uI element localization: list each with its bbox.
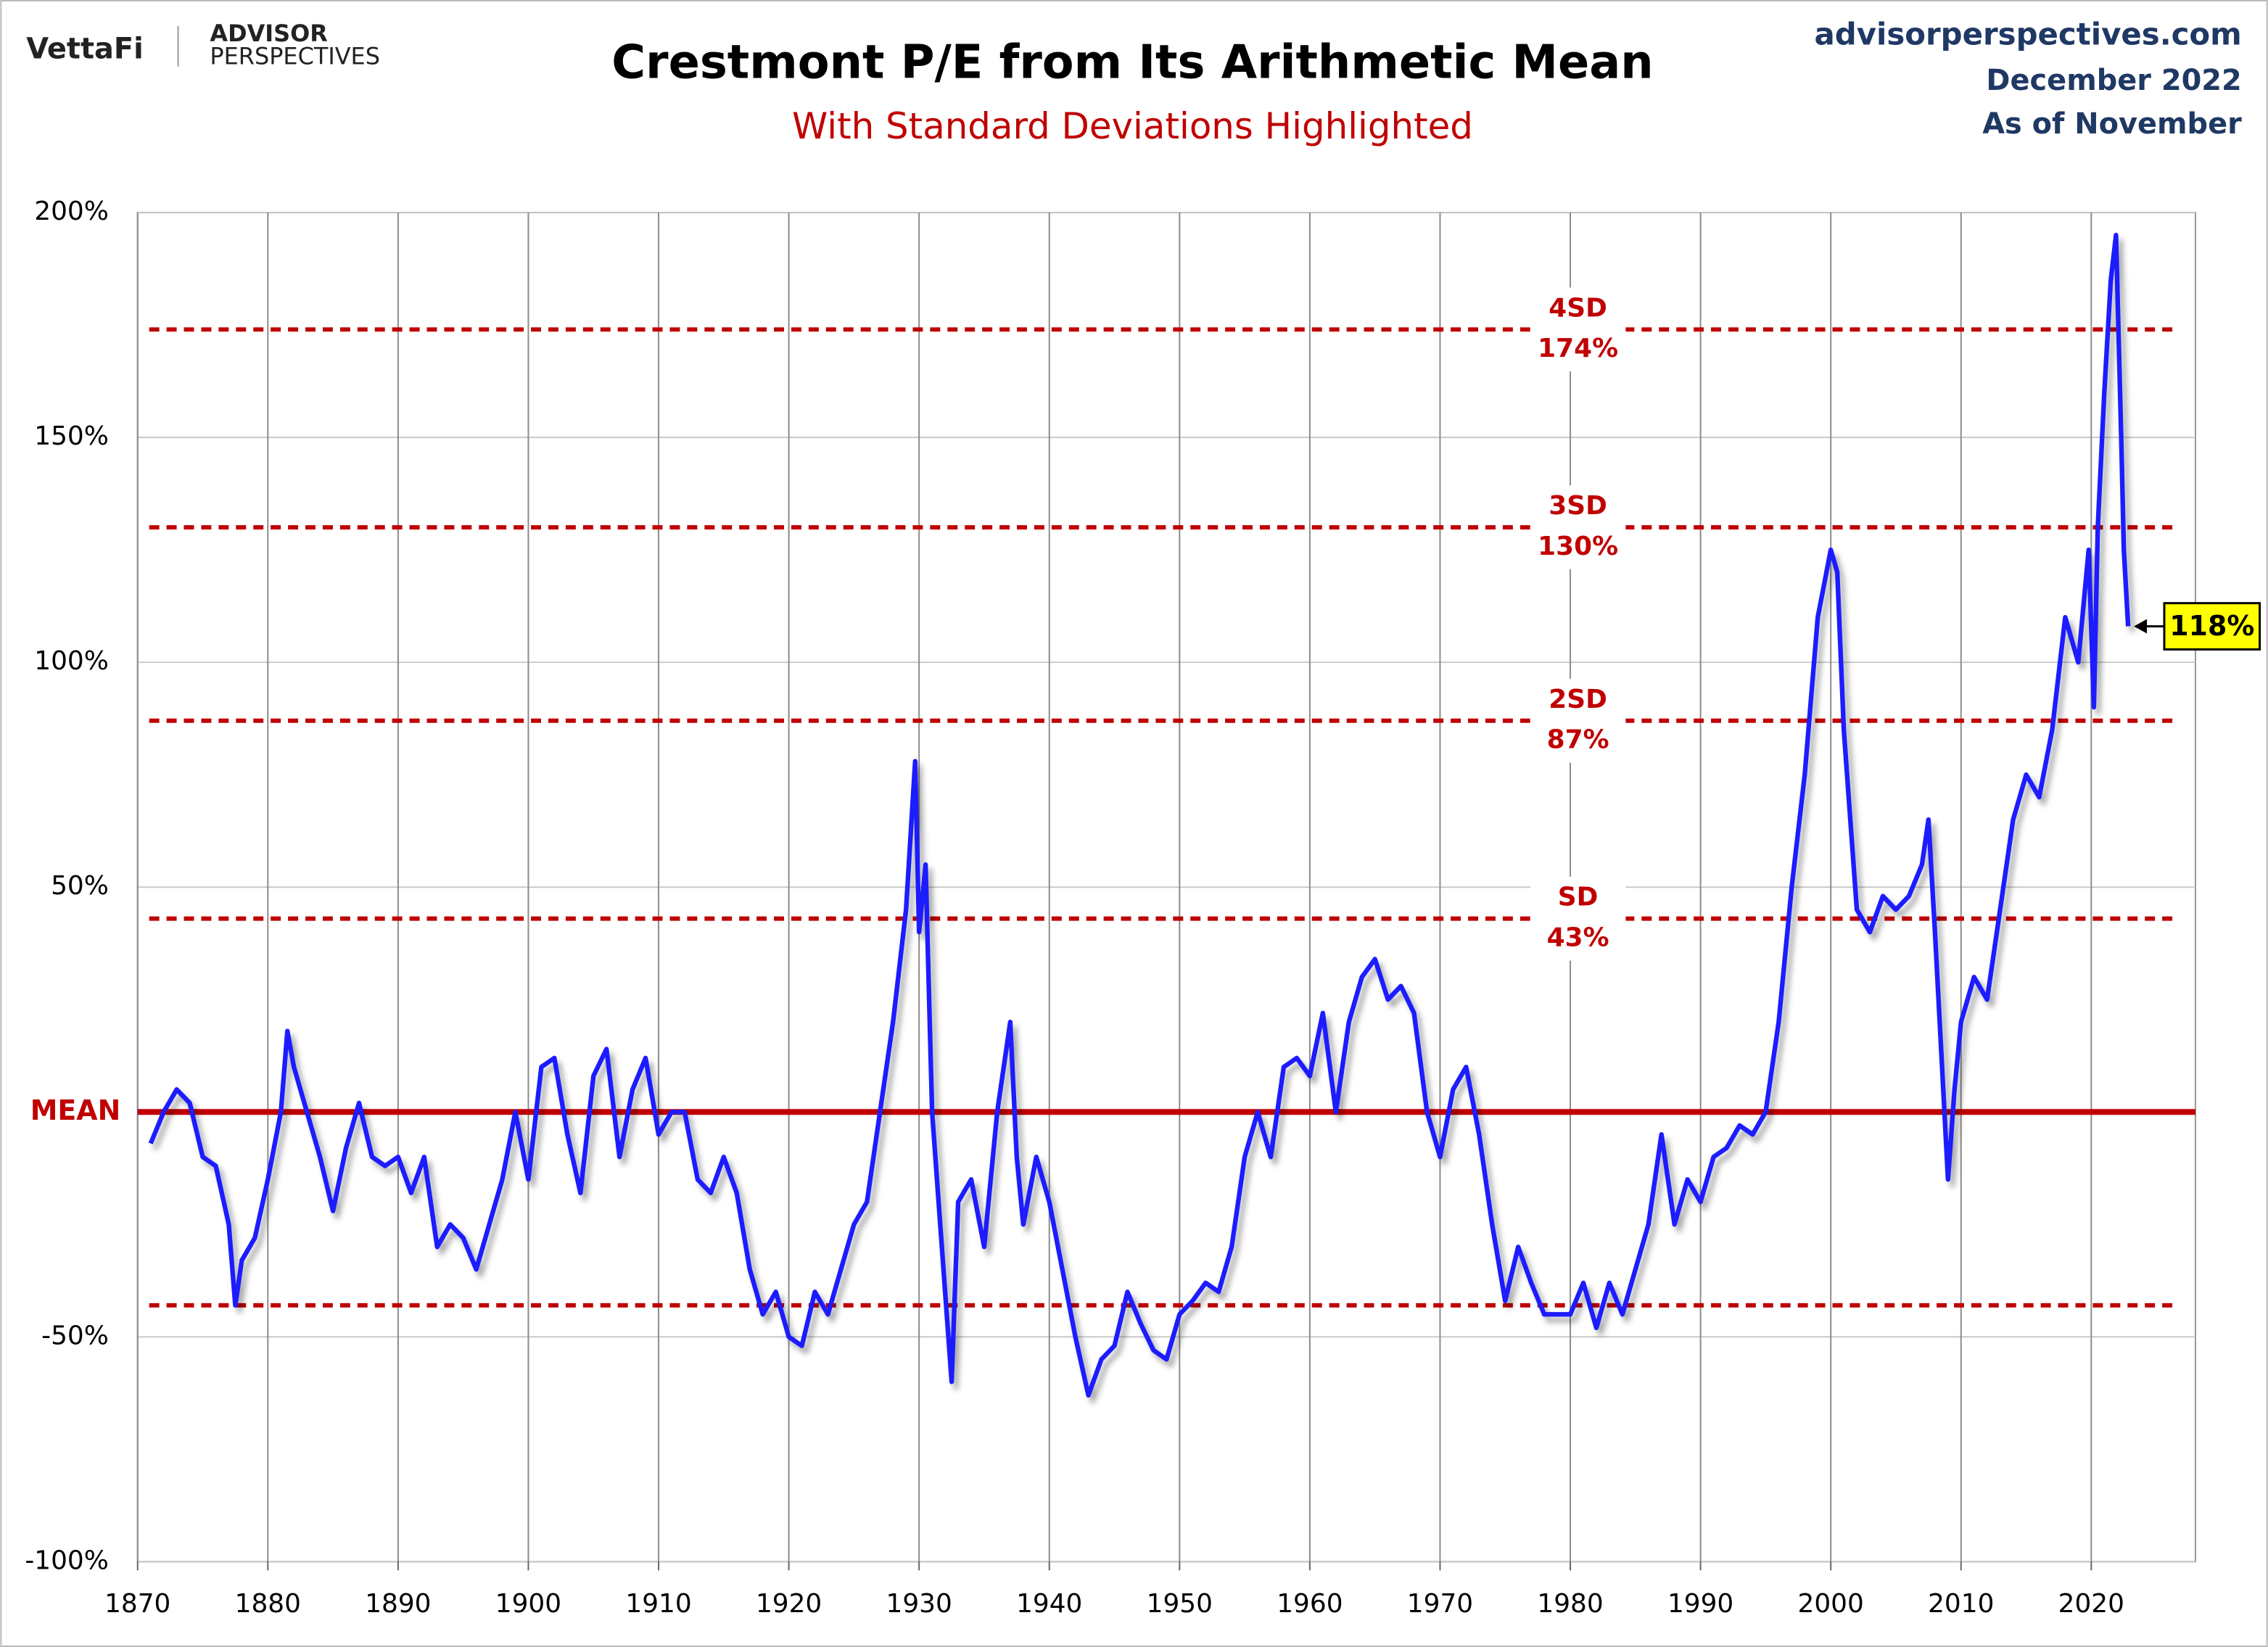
reference-label: 4SD — [1549, 293, 1607, 323]
reference-label: 3SD — [1549, 491, 1607, 521]
reference-label-background — [1530, 876, 1626, 961]
mean-label: MEAN — [30, 1094, 121, 1126]
reference-value-label: 174% — [1538, 334, 1618, 363]
x-tick-label: 1960 — [1277, 1589, 1343, 1619]
y-tick-label: 50% — [51, 871, 109, 901]
reference-label-background — [1530, 287, 1626, 372]
y-tick-label: 200% — [34, 197, 109, 226]
x-tick-label: 1880 — [235, 1589, 301, 1619]
reference-value-label: 87% — [1547, 725, 1609, 755]
x-tick-label: 2000 — [1798, 1589, 1864, 1619]
callout-label: 118% — [2169, 610, 2254, 642]
source-date: December 2022 — [1986, 64, 2241, 97]
callout-arrowhead — [2134, 619, 2148, 634]
x-tick-label: 1940 — [1016, 1589, 1082, 1619]
callout-box — [2163, 602, 2261, 651]
y-tick-label: -50% — [41, 1321, 109, 1350]
x-tick-label: 1920 — [756, 1589, 822, 1619]
x-tick-label: 1990 — [1667, 1589, 1733, 1619]
reference-label-background — [1530, 678, 1626, 763]
data-line — [148, 232, 2131, 1398]
logo-name-bottom: PERSPECTIVES — [210, 43, 380, 70]
reference-label-background — [1530, 485, 1626, 569]
y-tick-label: -100% — [25, 1545, 109, 1575]
plot-area: -100% -50% 50% 100% 150% 200% 1870 1880 1890 1900… — [25, 197, 2261, 1619]
x-tick-label: 1980 — [1537, 1589, 1603, 1619]
y-tick-label: 100% — [34, 646, 109, 676]
source-site: advisorperspectives.com — [1815, 16, 2242, 51]
x-tick-label: 1930 — [886, 1589, 952, 1619]
x-tick-label: 2020 — [2058, 1589, 2124, 1619]
reference-value-label: 130% — [1538, 532, 1618, 561]
chart-title: Crestmont P/E from Its Arithmetic Mean — [611, 36, 1653, 89]
x-tick-label: 1890 — [365, 1589, 431, 1619]
logo-name-top: ADVISOR — [210, 20, 327, 47]
x-tick-label: 1870 — [104, 1589, 170, 1619]
x-tick-label: 1950 — [1147, 1589, 1213, 1619]
x-tick-label: 1910 — [625, 1589, 691, 1619]
reference-label: 2SD — [1549, 685, 1607, 714]
x-tick-label: 1900 — [495, 1589, 561, 1619]
x-tick-label: 1970 — [1407, 1589, 1473, 1619]
logo-brand: VettaFi — [26, 32, 144, 65]
source-as-of: As of November — [1982, 107, 2242, 141]
chart-subtitle: With Standard Deviations Highlighted — [792, 105, 1473, 147]
y-tick-label: 150% — [34, 421, 109, 451]
reference-value-label: 43% — [1547, 923, 1609, 953]
reference-label: SD — [1558, 883, 1599, 912]
x-tick-label: 2010 — [1928, 1589, 1994, 1619]
